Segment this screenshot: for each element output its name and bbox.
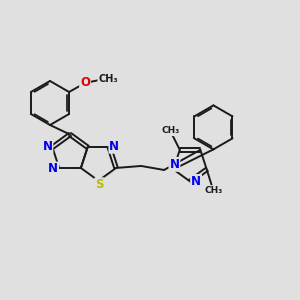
- Text: O: O: [80, 76, 90, 89]
- Text: CH₃: CH₃: [98, 74, 118, 84]
- Text: CH₃: CH₃: [162, 126, 180, 135]
- Text: S: S: [95, 178, 104, 191]
- Text: N: N: [191, 175, 201, 188]
- Text: N: N: [48, 163, 58, 176]
- Text: N: N: [169, 158, 179, 171]
- Text: N: N: [42, 140, 52, 153]
- Text: CH₃: CH₃: [205, 186, 223, 195]
- Text: N: N: [109, 140, 119, 153]
